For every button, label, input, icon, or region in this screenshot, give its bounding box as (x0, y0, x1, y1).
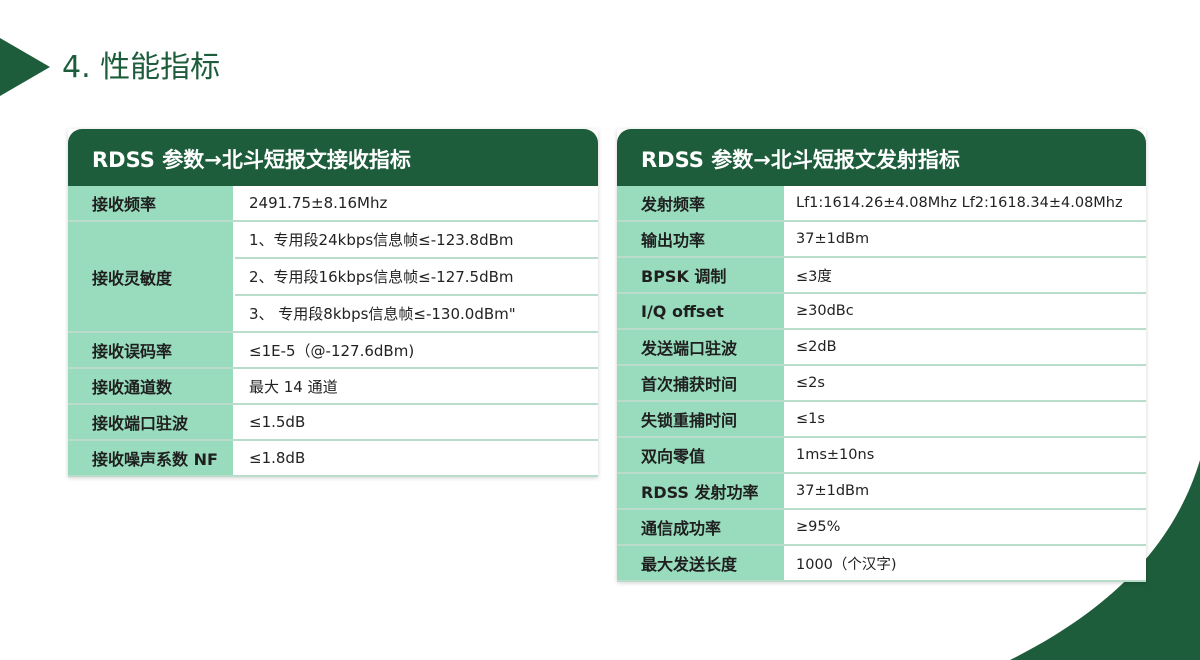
table-row: BPSK 调制 ≤3度 (617, 257, 1146, 294)
row-value: ≤1E-5（@-127.6dBm) (234, 332, 598, 369)
row-value: 2491.75±8.16Mhz (234, 186, 598, 222)
receive-table-body: 接收频率 2491.75±8.16Mhz 接收灵敏度 1、专用段24kbps信息… (68, 186, 598, 477)
row-label: 接收端口驻波 (68, 404, 235, 441)
row-value: ≥95% (785, 509, 1146, 546)
table-row: RDSS 发射功率 37±1dBm (617, 473, 1146, 510)
row-value: 1、专用段24kbps信息帧≤-123.8dBm (234, 221, 598, 259)
row-value: 1ms±10ns (785, 437, 1146, 474)
row-label: 接收灵敏度 (68, 221, 235, 333)
row-value: 37±1dBm (785, 221, 1146, 258)
table-row: 接收端口驻波 ≤1.5dB (68, 404, 598, 441)
transmit-table-header: RDSS 参数→北斗短报文发射指标 (617, 129, 1146, 186)
row-label: I/Q offset (617, 293, 786, 330)
table-row: 首次捕获时间 ≤2s (617, 365, 1146, 402)
receive-spec-table: RDSS 参数→北斗短报文接收指标 接收频率 2491.75±8.16Mhz 接… (68, 129, 598, 477)
table-row: 双向零值 1ms±10ns (617, 437, 1146, 474)
row-label: 接收频率 (68, 186, 235, 222)
table-row: 输出功率 37±1dBm (617, 221, 1146, 258)
row-label: 最大发送长度 (617, 545, 786, 582)
row-value: 3、 专用段8kbps信息帧≤-130.0dBm" (234, 295, 598, 333)
row-value: ≥30dBc (785, 293, 1146, 330)
table-row: 发送端口驻波 ≤2dB (617, 329, 1146, 366)
transmit-table-body: 发射频率 Lf1:1614.26±4.08Mhz Lf2:1618.34±4.0… (617, 186, 1146, 582)
row-value: ≤2s (785, 365, 1146, 402)
row-value: Lf1:1614.26±4.08Mhz Lf2:1618.34±4.08Mhz (785, 186, 1146, 222)
row-value: ≤3度 (785, 257, 1146, 294)
row-label: 接收误码率 (68, 332, 235, 369)
row-label: 接收通道数 (68, 368, 235, 405)
row-value: 37±1dBm (785, 473, 1146, 510)
row-value: ≤1.5dB (234, 404, 598, 441)
row-value: 2、专用段16kbps信息帧≤-127.5dBm (234, 258, 598, 296)
row-label: 发射频率 (617, 186, 786, 222)
row-label: 首次捕获时间 (617, 365, 786, 402)
row-label: BPSK 调制 (617, 257, 786, 294)
transmit-spec-table: RDSS 参数→北斗短报文发射指标 发射频率 Lf1:1614.26±4.08M… (617, 129, 1146, 582)
corner-arc-decoration (1010, 460, 1200, 660)
table-row: 最大发送长度 1000（个汉字) (617, 545, 1146, 582)
table-row: 失锁重捕时间 ≤1s (617, 401, 1146, 438)
table-row: 接收灵敏度 1、专用段24kbps信息帧≤-123.8dBm (68, 221, 598, 333)
table-row: 3、 专用段8kbps信息帧≤-130.0dBm" (68, 295, 598, 333)
row-label: 发送端口驻波 (617, 329, 786, 366)
row-value: ≤2dB (785, 329, 1146, 366)
row-label: 通信成功率 (617, 509, 786, 546)
row-label: 失锁重捕时间 (617, 401, 786, 438)
receive-table-header: RDSS 参数→北斗短报文接收指标 (68, 129, 598, 186)
page-title: 4. 性能指标 (62, 50, 221, 85)
table-row: 接收频率 2491.75±8.16Mhz (68, 186, 598, 222)
row-value: 1000（个汉字) (785, 545, 1146, 582)
table-row: I/Q offset ≥30dBc (617, 293, 1146, 330)
row-value: ≤1.8dB (234, 440, 598, 477)
row-value: ≤1s (785, 401, 1146, 438)
table-row: 发射频率 Lf1:1614.26±4.08Mhz Lf2:1618.34±4.0… (617, 186, 1146, 222)
row-label: 接收噪声系数 NF (68, 440, 235, 477)
corner-arrow-decoration (0, 38, 50, 96)
row-label: RDSS 发射功率 (617, 473, 786, 510)
table-row: 接收噪声系数 NF ≤1.8dB (68, 440, 598, 477)
table-row: 2、专用段16kbps信息帧≤-127.5dBm (68, 258, 598, 296)
table-row: 通信成功率 ≥95% (617, 509, 1146, 546)
table-row: 接收误码率 ≤1E-5（@-127.6dBm) (68, 332, 598, 369)
row-value: 最大 14 通道 (234, 368, 598, 405)
table-row: 接收通道数 最大 14 通道 (68, 368, 598, 405)
row-label: 双向零值 (617, 437, 786, 474)
row-label: 输出功率 (617, 221, 786, 258)
